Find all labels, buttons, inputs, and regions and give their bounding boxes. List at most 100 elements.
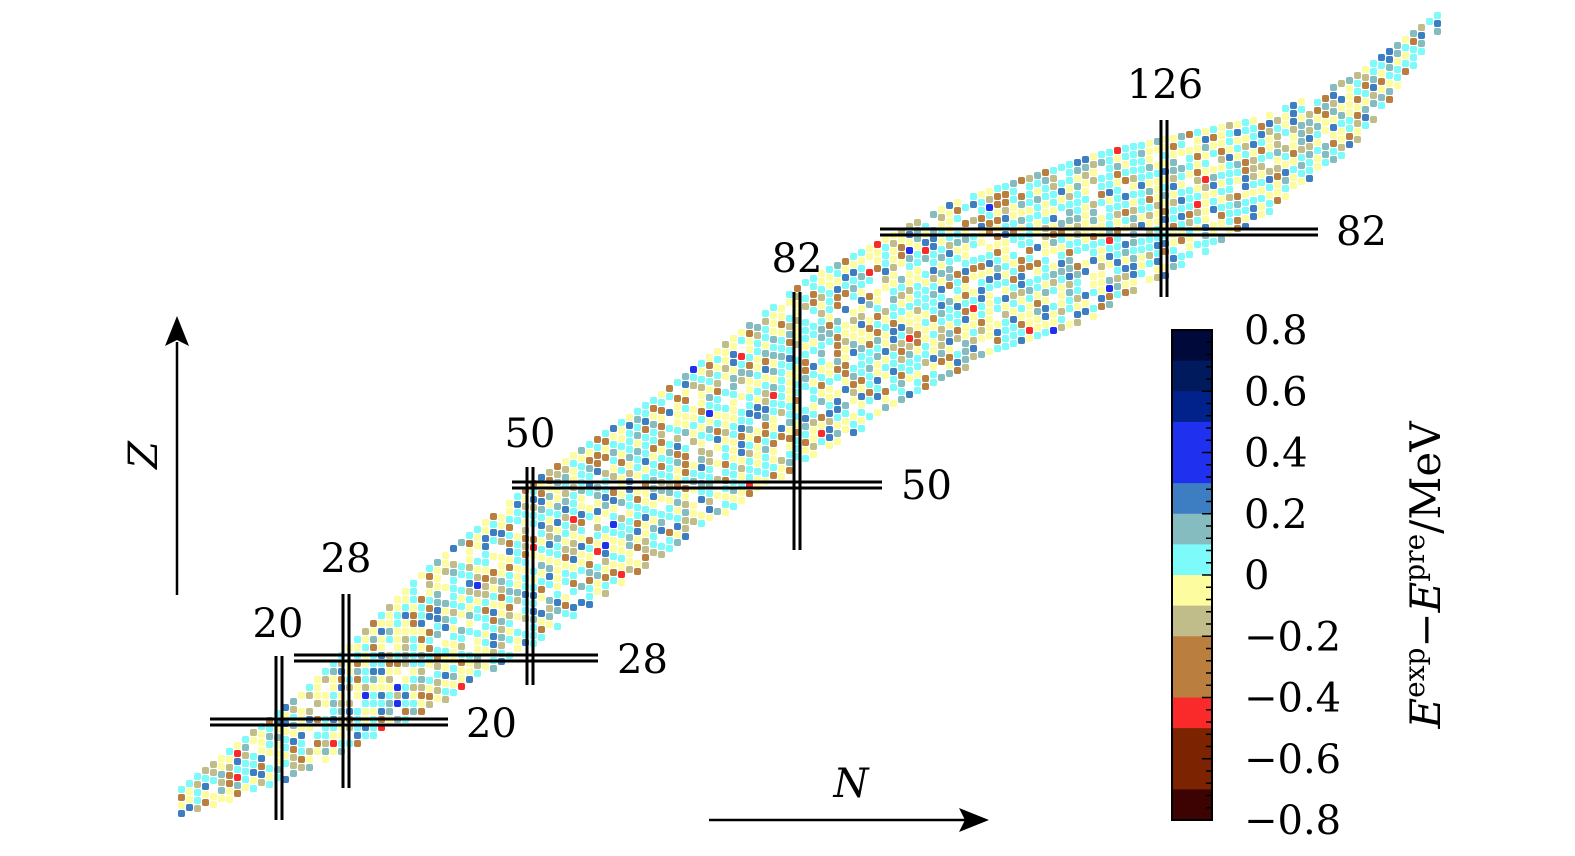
nuclide-cell — [1410, 62, 1417, 69]
nuclide-cell — [1202, 176, 1209, 183]
nuclide-cell — [290, 698, 297, 705]
nuclide-cell — [770, 304, 777, 311]
nuclide-cell — [930, 283, 937, 290]
nuclide-cell — [490, 641, 497, 648]
nuclide-cell — [1338, 136, 1345, 143]
nuclide-cell — [698, 392, 705, 399]
nuclide-cell — [1266, 112, 1273, 119]
nuclide-cell — [562, 498, 569, 505]
nuclide-cell — [258, 731, 265, 738]
nuclide-cell — [378, 612, 385, 619]
nuclide-cell — [1122, 201, 1129, 208]
nuclide-cell — [546, 517, 553, 524]
nuclide-cell — [882, 252, 889, 259]
nuclide-cell — [586, 473, 593, 480]
nuclide-cell — [1186, 203, 1193, 210]
nuclide-cell — [330, 692, 337, 699]
nuclide-cell — [1138, 174, 1145, 181]
nuclide-cell — [858, 345, 865, 352]
nuclide-cell — [786, 427, 793, 434]
nuclide-cell — [850, 397, 857, 404]
nuclide-cell — [1362, 98, 1369, 105]
nuclide-cell — [1018, 193, 1025, 200]
nuclide-cell — [786, 467, 793, 474]
nuclide-cell — [682, 525, 689, 532]
nuclide-cell — [818, 326, 825, 333]
nuclide-cell — [754, 412, 761, 419]
nuclide-cell — [1306, 175, 1313, 182]
nuclide-cell — [562, 546, 569, 553]
nuclide-cell — [1050, 303, 1057, 310]
nuclide-cell — [882, 396, 889, 403]
nuclide-cell — [1090, 289, 1097, 296]
nuclide-cell — [458, 675, 465, 682]
nuclide-cell — [402, 700, 409, 707]
nuclide-cell — [786, 387, 793, 394]
nuclide-cell — [1010, 180, 1017, 187]
nuclide-cell — [906, 367, 913, 374]
nuclide-cell — [642, 538, 649, 545]
nuclide-cell — [410, 620, 417, 627]
nuclide-cell — [1378, 70, 1385, 77]
nuclide-cell — [1322, 127, 1329, 134]
nuclide-cell — [386, 692, 393, 699]
nuclide-cell — [986, 276, 993, 283]
nuclide-cell — [658, 407, 665, 414]
nuclide-cell — [1370, 60, 1377, 67]
nuclide-cell — [426, 597, 433, 604]
nuclide-cell — [954, 207, 961, 214]
nuclide-cell — [1234, 137, 1241, 144]
nuclide-cell — [1130, 215, 1137, 222]
nuclide-cell — [1018, 321, 1025, 328]
nuclide-cell — [682, 397, 689, 404]
nuclide-cell — [650, 517, 657, 524]
nuclide-cell — [418, 668, 425, 675]
nuclide-cell — [1026, 247, 1033, 254]
nuclide-cell — [706, 426, 713, 433]
nuclide-cell — [930, 371, 937, 378]
nuclide-cell — [738, 377, 745, 384]
nuclide-cell — [594, 572, 601, 579]
nuclide-cell — [834, 374, 841, 381]
nuclide-cell — [1098, 239, 1105, 246]
nuclide-cell — [706, 362, 713, 369]
nuclide-cell — [762, 398, 769, 405]
nuclide-cell — [1202, 128, 1209, 135]
nuclide-cell — [506, 588, 513, 595]
nuclide-cell — [514, 565, 521, 572]
nuclide-cell — [602, 558, 609, 565]
nuclide-cell — [874, 305, 881, 312]
nuclide-cell — [842, 322, 849, 329]
nuclide-cell — [730, 367, 737, 374]
nuclide-cell — [642, 498, 649, 505]
nuclide-cell — [930, 315, 937, 322]
nuclide-cell — [1010, 196, 1017, 203]
nuclide-cell — [434, 623, 441, 630]
nuclide-cell — [474, 630, 481, 637]
nuclide-cell — [538, 506, 545, 513]
nuclide-cell — [202, 767, 209, 774]
nuclide-cell — [1010, 292, 1017, 299]
nuclide-cell — [306, 692, 313, 699]
nuclide-cell — [802, 319, 809, 326]
nuclide-cell — [978, 207, 985, 214]
nuclide-cell — [946, 298, 953, 305]
nuclide-cell — [1194, 241, 1201, 248]
nuclide-cell — [410, 692, 417, 699]
nuclide-cell — [762, 406, 769, 413]
nuclide-cell — [1370, 68, 1377, 75]
nuclide-cell — [370, 628, 377, 635]
nuclide-cell — [754, 468, 761, 475]
nuclide-cell — [186, 780, 193, 787]
nuclide-cell — [1114, 243, 1121, 250]
nuclide-cell — [946, 330, 953, 337]
nuclide-cell — [314, 676, 321, 683]
nuclide-cell — [602, 574, 609, 581]
nuclide-cell — [1202, 208, 1209, 215]
nuclide-cell — [706, 394, 713, 401]
nuclide-cell — [1002, 295, 1009, 302]
nuclide-cell — [1210, 142, 1217, 149]
nuclide-cell — [610, 473, 617, 480]
nuclide-cell — [970, 217, 977, 224]
nuclide-cell — [386, 676, 393, 683]
